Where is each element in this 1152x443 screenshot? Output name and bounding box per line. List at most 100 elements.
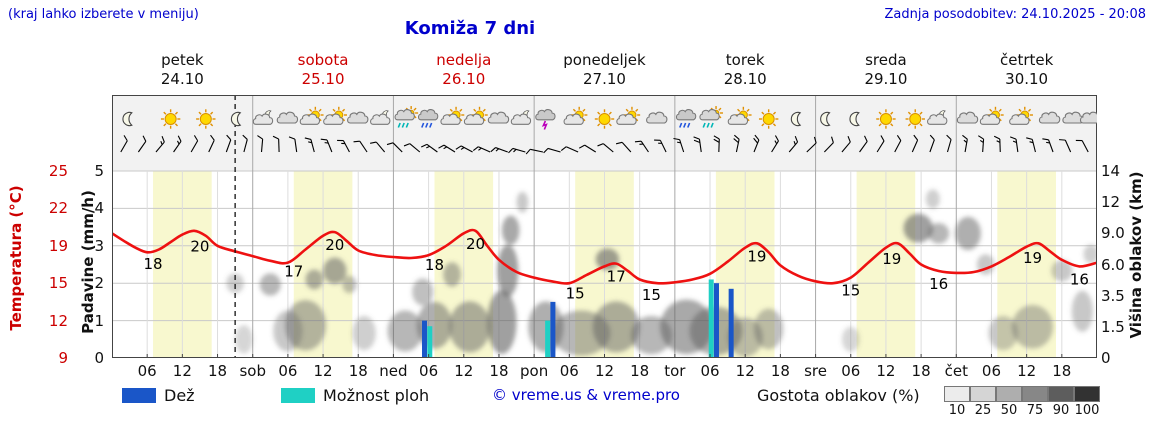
cloud-blob: [754, 308, 784, 350]
weather-icon-cloud: [646, 111, 668, 124]
x-tick: 18: [489, 362, 509, 380]
wind-barb-icon: [386, 142, 403, 153]
weather-icon-showers: [394, 106, 419, 128]
rain-legend-label: Dež: [164, 386, 195, 405]
x-tick: 12: [454, 362, 474, 380]
temperature-point-label: 16: [929, 275, 948, 293]
x-tick: 12: [172, 362, 192, 380]
cloud-blob: [443, 262, 461, 287]
wind-barb-icon: [693, 136, 702, 153]
wind-barb-icon: [508, 147, 526, 154]
cloud-blob: [235, 325, 253, 354]
wind-barb-icon: [420, 143, 438, 153]
day-name: nedelja: [436, 51, 492, 69]
wind-barb-icon: [654, 139, 667, 153]
weather-icon-partly: [440, 106, 465, 125]
cloud-density-tick: 75: [1026, 403, 1044, 418]
menu-hint: (kraj lahko izberete v meniju): [8, 7, 199, 22]
precip-tick: 4: [94, 199, 104, 218]
x-tick: 06: [559, 362, 579, 380]
temp-tick: 25: [48, 162, 68, 180]
wind-barb-icon: [288, 136, 298, 153]
x-tick: 06: [137, 362, 157, 380]
cloud-blob: [1083, 244, 1097, 264]
weather-icon-cloud_moon: [252, 110, 274, 125]
temperature-axis-label: Temperatura (°C): [7, 185, 25, 331]
cloud-density-cell: [1048, 386, 1074, 402]
cloud-blob: [592, 301, 640, 353]
weather-icon-cloud: [276, 111, 299, 124]
cloud-blob: [342, 275, 357, 294]
precipitation-axis-label: Padavine (mm/h): [79, 190, 97, 334]
wind-barb-icon: [472, 146, 491, 153]
wind-barb-icon: [120, 135, 128, 153]
wind-barb-icon: [634, 140, 649, 153]
wind-barb-icon: [962, 134, 968, 153]
cloud-blob: [352, 315, 376, 351]
wind-barb-icon: [946, 134, 952, 153]
weather-icon-partly: [323, 106, 347, 125]
wind-barb-icon: [525, 148, 544, 155]
wind-barb-icon: [137, 135, 147, 153]
cloud-density-tick: 25: [974, 403, 992, 418]
shower-bar: [545, 320, 551, 358]
cloud-density-tick: 50: [1000, 403, 1018, 418]
temperature-point-label: 16: [1070, 270, 1089, 288]
x-tick: 06: [419, 362, 439, 380]
cloud-blob: [449, 301, 491, 353]
cloud-blob: [387, 310, 423, 352]
wind-barb-icon: [1075, 139, 1089, 153]
cloud-density-cell: [1022, 386, 1048, 402]
x-tick: 06: [700, 362, 720, 380]
cloud-height-tick: 0: [1101, 349, 1111, 367]
wind-barb-icon: [1009, 136, 1019, 153]
last-update-text: Zadnja posodobitev: 24.10.2025 - 20:08: [884, 7, 1146, 22]
x-tick: 18: [348, 362, 368, 380]
cloud-density-tick: 100: [1074, 403, 1100, 418]
temperature-point-label: 20: [190, 237, 209, 255]
temperature-point-label: 18: [143, 255, 162, 273]
wind-barb-icon: [304, 137, 315, 153]
copyright-link[interactable]: © vreme.us & vreme.pro: [492, 386, 680, 404]
weather-icon-moon: [849, 111, 860, 127]
cloud-density-cell: [944, 386, 970, 402]
day-header-četrtek: četrtek 30.10: [947, 51, 1107, 89]
wind-barb-icon: [225, 134, 232, 153]
weather-icon-rain: [417, 109, 439, 128]
x-tick: 12: [594, 362, 615, 380]
day-name: torek: [725, 51, 765, 69]
x-tick: 12: [313, 362, 333, 380]
day-header-petek: petek 24.10: [102, 51, 262, 89]
temperature-point-label: 19: [1023, 249, 1042, 267]
weather-icon-sun: [594, 109, 615, 129]
wind-barb-icon: [208, 134, 215, 153]
wind-barb-icon: [597, 143, 614, 153]
temp-tick: 12: [48, 311, 68, 330]
cloud-blob: [487, 290, 517, 354]
day-date: 28.10: [723, 70, 767, 88]
wind-barb-icon: [733, 134, 740, 153]
temp-tick: 9: [58, 349, 68, 367]
temperature-point-label: 19: [882, 250, 901, 268]
day-name: sreda: [865, 51, 907, 69]
wind-barb-icon: [490, 147, 508, 153]
wind-barb-icon: [978, 135, 985, 153]
cloud-height-tick: 9.0: [1101, 224, 1125, 243]
precip-tick: 1: [94, 311, 104, 330]
wind-barb-icon: [894, 134, 902, 153]
weather-icon-cloud: [1079, 111, 1097, 124]
x-tick: 06: [278, 362, 298, 380]
weather-icon-sun: [905, 109, 925, 129]
day-name: četrtek: [999, 51, 1054, 69]
shower-bar: [427, 326, 433, 358]
cloud-blob: [226, 273, 244, 294]
rain-legend-swatch: [122, 388, 156, 403]
temperature-point-label: 15: [841, 282, 860, 300]
weather-icon-cloud_moon: [927, 110, 948, 125]
wind-barb-icon: [753, 134, 760, 153]
weather-icon-cloud_moon: [370, 110, 391, 125]
precip-tick: 5: [94, 162, 104, 180]
wind-barb-icon: [673, 137, 685, 153]
wind-barb-icon: [560, 146, 579, 153]
